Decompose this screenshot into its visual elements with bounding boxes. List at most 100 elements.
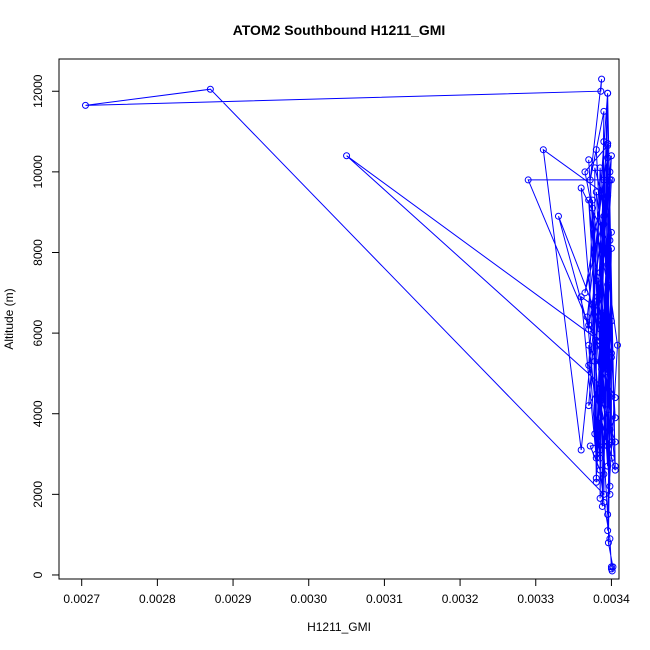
y-tick-label: 4000 [31, 400, 45, 427]
data-point [596, 317, 604, 325]
data-point [577, 446, 585, 454]
data-point [607, 317, 615, 325]
data-point [585, 196, 593, 204]
data-point [607, 454, 615, 462]
data-point [596, 337, 604, 345]
data-point [589, 196, 597, 204]
data-point [607, 438, 615, 446]
data-point [597, 87, 605, 95]
y-tick-label: 8000 [31, 239, 45, 266]
data-point [604, 462, 612, 470]
data-point [600, 212, 608, 220]
data-point [606, 490, 614, 498]
data-point [607, 152, 615, 160]
data-point [591, 164, 599, 172]
data-point [596, 414, 604, 422]
x-axis-label: H1211_GMI [307, 620, 371, 634]
data-point [604, 511, 612, 519]
data-point [594, 293, 602, 301]
data-point [600, 309, 608, 317]
data-point [592, 277, 600, 285]
data-point [596, 494, 604, 502]
series-lines [85, 79, 619, 573]
data-point [596, 398, 604, 406]
data-point [592, 341, 600, 349]
data-point [604, 406, 612, 414]
data-point [604, 527, 612, 535]
y-tick-label: 0 [31, 571, 45, 578]
data-point [598, 75, 606, 83]
data-point [604, 539, 612, 547]
series-line [85, 79, 619, 573]
data-point [592, 301, 600, 309]
data-point [596, 394, 604, 402]
data-point [604, 442, 612, 450]
plot-frame [58, 58, 620, 580]
data-point [592, 188, 600, 196]
data-point [598, 502, 606, 510]
data-point [613, 341, 621, 349]
data-point [554, 212, 562, 220]
data-point [604, 281, 612, 289]
data-point [585, 361, 593, 369]
data-point [606, 535, 614, 543]
data-point [607, 565, 615, 573]
y-tick-label: 2000 [31, 481, 45, 508]
data-point [604, 373, 612, 381]
data-point [606, 168, 614, 176]
x-axis: 0.0027 0.0028 0.0029 0.0030 0.0031 0.0032 0.00… [63, 578, 630, 606]
data-point [611, 394, 619, 402]
data-point [606, 482, 614, 490]
data-point [592, 478, 600, 486]
data-point [589, 301, 597, 309]
data-point [611, 438, 619, 446]
data-point [600, 470, 608, 478]
data-point [600, 107, 608, 115]
data-point [600, 220, 608, 228]
data-point [81, 101, 89, 109]
data-point [585, 325, 593, 333]
data-point [524, 176, 532, 184]
data-point [596, 164, 604, 172]
data-point [601, 244, 609, 252]
data-point [600, 138, 608, 146]
x-tick-label: 0.0034 [593, 592, 630, 606]
x-tick-label: 0.0032 [442, 592, 479, 606]
x-tick-label: 0.0029 [215, 592, 252, 606]
x-tick-label: 0.0028 [139, 592, 176, 606]
data-point [606, 236, 614, 244]
data-point [596, 325, 604, 333]
data-point [596, 454, 604, 462]
data-point [585, 402, 593, 410]
data-point [609, 563, 617, 571]
data-point [583, 313, 591, 321]
data-point [604, 154, 612, 162]
data-point [343, 152, 351, 160]
data-point [596, 446, 604, 454]
data-point [592, 450, 600, 458]
series-points [81, 75, 621, 575]
data-point [611, 414, 619, 422]
chart-title: ATOM2 Southbound H1211_GMI [233, 22, 446, 38]
data-point [604, 261, 612, 269]
data-point [606, 426, 614, 434]
data-point [589, 204, 597, 212]
data-point [591, 357, 599, 365]
y-tick-label: 10000 [31, 155, 45, 189]
data-point [611, 462, 619, 470]
y-axis: 0 2000 4000 6000 8000 10000 12000 [31, 74, 60, 578]
data-point [598, 386, 606, 394]
y-axis-label: Altitude (m) [2, 288, 16, 349]
data-point [586, 442, 594, 450]
x-tick-label: 0.0027 [63, 592, 100, 606]
data-point [585, 341, 593, 349]
data-point [604, 192, 612, 200]
data-point [592, 454, 600, 462]
data-point [607, 228, 615, 236]
data-point [585, 156, 593, 164]
data-point [604, 89, 612, 97]
data-point [604, 140, 612, 148]
data-point [577, 184, 585, 192]
y-tick-label: 6000 [31, 319, 45, 346]
